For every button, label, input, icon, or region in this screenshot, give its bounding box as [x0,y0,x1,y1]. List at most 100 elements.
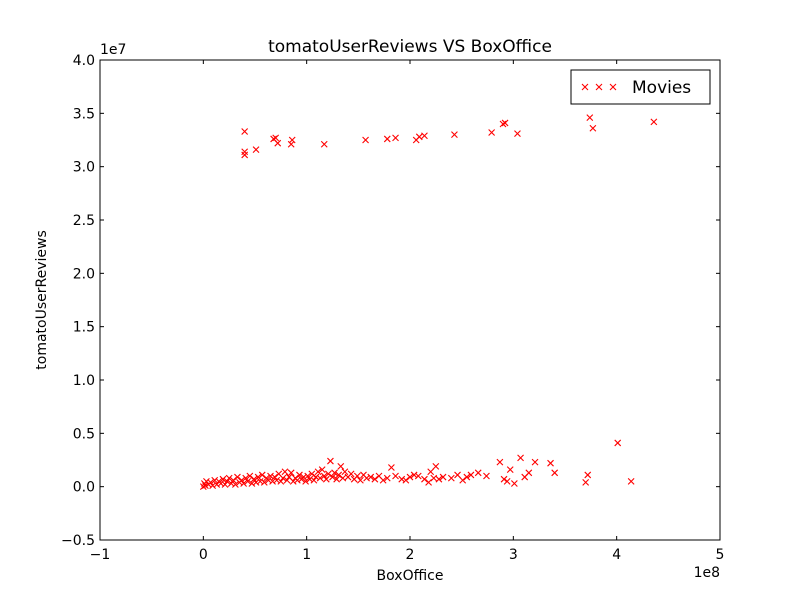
y-tick-label: 1.0 [73,373,95,389]
data-point [203,477,210,485]
data-point [459,476,467,484]
y-axis-multiplier: 1e7 [100,42,126,58]
legend-marker [581,83,589,91]
data-point [517,454,524,462]
data-point [388,464,395,471]
data-point [514,130,521,137]
x-tick-label: 5 [716,547,725,563]
data-point [503,477,511,485]
legend-marker [595,83,603,91]
data-point [339,474,347,482]
data-point [383,474,391,482]
data-point [241,151,249,159]
plot-frame [99,59,721,541]
data-point [289,477,297,485]
chart-title: tomatoUserReviews VS BoxOffice [268,37,552,57]
x-tick-label: 1 [302,547,311,563]
data-point [483,472,490,480]
ticks-layer: −1 0 1 2 3 4 5 −0.5 0.0 0.5 1.0 1.5 2.0 2.5 3.0 3.5 4.0 [61,53,724,563]
data-point [265,476,272,484]
data-point [488,129,496,136]
data-point [277,477,285,485]
data-point [547,459,554,467]
data-point [254,473,262,481]
data-point [229,476,237,484]
data-point [525,469,533,477]
points-layer [199,114,658,491]
data-point [231,481,239,488]
data-point [414,472,422,480]
data-point [240,480,248,487]
data-point [242,474,250,482]
data-point [252,146,260,153]
x-axis-multiplier: 1e8 [694,565,720,581]
data-point [415,133,423,141]
data-point [223,477,231,485]
x-tick-label: 4 [612,547,621,563]
data-point [217,480,225,487]
data-point [421,475,428,483]
data-point [312,473,320,481]
y-tick-label: 0.0 [73,480,95,496]
y-tick-label: 1.5 [73,320,95,336]
data-point [300,473,307,481]
data-point [293,476,301,484]
data-point [614,439,622,447]
data-point [335,471,343,479]
data-point [379,476,387,484]
data-point [551,469,559,477]
x-axis-label: BoxOffice [377,568,444,584]
data-point [586,114,594,121]
data-point [227,480,235,487]
data-point [499,120,507,128]
data-point [501,119,509,127]
data-point [357,476,364,484]
legend-marker [609,83,617,91]
data-point [425,479,432,486]
data-point [496,458,504,466]
data-point [273,476,281,484]
data-point [463,473,471,481]
y-tick-label: 2.0 [73,266,95,282]
data-point [244,477,252,485]
data-point [421,132,428,140]
data-point [322,475,330,483]
data-point [302,477,310,485]
data-point [213,481,221,488]
data-point [331,469,338,477]
data-point [454,471,461,479]
data-point [320,472,328,480]
data-point [288,136,296,144]
data-point [308,470,316,478]
data-point [392,134,399,142]
data-point [281,468,289,476]
data-point [267,472,274,480]
data-point [500,475,508,483]
data-point [225,474,233,482]
data-point [506,466,514,473]
data-point [451,131,458,139]
data-point [258,471,266,479]
legend-frame [570,69,711,105]
data-point [246,472,254,480]
data-point [306,475,314,483]
data-point [207,479,214,486]
data-point [337,463,345,470]
data-point [238,476,245,484]
data-point [333,475,341,483]
data-point [296,471,303,479]
y-tick-label: 3.0 [73,160,95,176]
data-point [260,479,268,486]
data-point [439,473,447,481]
data-point [256,477,264,485]
data-point [427,468,435,476]
data-point [435,475,443,483]
y-axis-label: tomatoUserReviews [34,230,50,369]
data-point [410,471,418,479]
data-point [341,468,349,476]
data-point [353,472,361,480]
data-point [363,474,370,482]
data-point [402,476,410,484]
data-point [248,480,256,487]
